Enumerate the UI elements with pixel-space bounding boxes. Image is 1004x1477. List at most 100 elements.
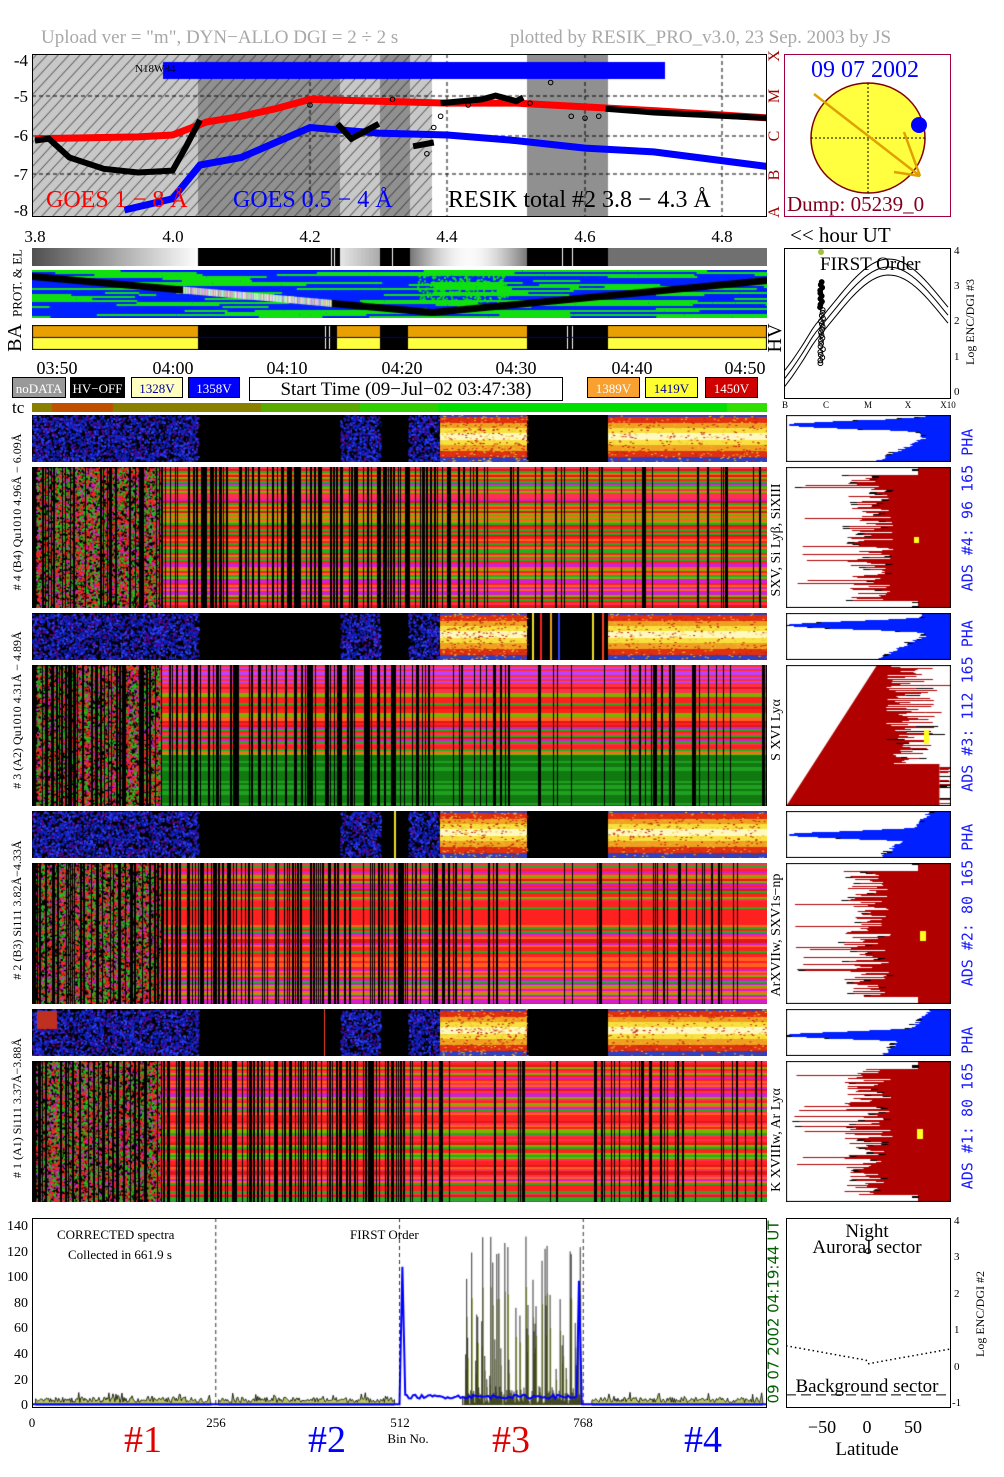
ads-label: ADS #2: 80 165 PHA [958, 823, 977, 987]
y-tick: -5 [13, 87, 28, 106]
resik-point [424, 150, 430, 157]
resik-curve-segment [605, 105, 767, 121]
resik-curve-segment [335, 121, 381, 143]
spectrum-order: FIRST Order [350, 1227, 419, 1242]
dump-label: Dump: 05239_0 [787, 192, 925, 216]
first-order-point [818, 337, 824, 344]
resik-curve-segment [440, 92, 525, 107]
first-order-point [818, 329, 824, 336]
hv-label: HV [764, 323, 786, 353]
legend-1450v: 1450V [705, 377, 758, 398]
resik-point [307, 102, 313, 108]
lat-y-tick: 3 [954, 1251, 960, 1263]
spec-x-label: Bin No. [387, 1431, 429, 1446]
current-position [865, 1248, 871, 1255]
spec-x-tick: 512 [390, 1415, 410, 1430]
heatmap-channel-1 [32, 1061, 767, 1202]
lat-y-tick: 4 [954, 1215, 960, 1227]
time-tick: 04:40 [611, 358, 653, 378]
legend-1389v: 1389V [587, 377, 640, 398]
region-label: N18W84 [135, 63, 176, 75]
heatmap-channel-4 [32, 467, 767, 608]
lat-y-tick: 1 [954, 1324, 960, 1336]
spectrum-timestamp: 09 07 2002 04:19:44 UT [764, 1220, 783, 1404]
spec-y-tick: 0 [21, 1398, 28, 1413]
sun-disk [810, 82, 927, 194]
channel-number-4: #4 [684, 1419, 722, 1461]
resik-curve-segment [412, 139, 435, 150]
resik-point [582, 115, 588, 121]
lat-x-tick: −50 [807, 1417, 837, 1437]
ads-label: ADS #4: 96 165 PHA [958, 428, 977, 592]
line-ids: SXV, Si Lyβ, SiXIII [769, 483, 784, 597]
latitude-frame [786, 1218, 951, 1408]
first-order-curve [784, 258, 949, 372]
time-tick: 04:50 [724, 358, 766, 378]
lat-x-tick: 0 [862, 1417, 872, 1437]
legend-goes-1-8: GOES 1 − 8 Å [46, 187, 188, 213]
y-tick: -4 [13, 51, 28, 70]
first-order-point [819, 307, 826, 313]
legend-1328v: 1328V [131, 377, 183, 398]
time-tick: 04:10 [266, 358, 308, 378]
pha-histogram-channel-4 [786, 415, 951, 462]
pha-histogram-channel-2 [786, 811, 951, 858]
resik-curve-segment [34, 118, 203, 176]
y-tick: -6 [13, 126, 28, 145]
line-ids: ArXVIIw, SXV1s−np [769, 873, 784, 997]
night-label: Night [845, 1221, 889, 1242]
x-tick: 4.4 [436, 227, 458, 246]
first-order-plot [784, 248, 951, 399]
upload-info: Upload ver = "m", DYN−ALLO DGI = 2 ÷ 2 s [41, 27, 399, 48]
first-order-marker [818, 249, 824, 255]
plotted-by: plotted by RESIK_PRO_v3.0, 23 Sep. 2003 … [510, 27, 892, 48]
spectrum-histogram-channel-2 [786, 863, 951, 1004]
resik-point [437, 113, 444, 120]
channel-label: # 4 (B4) Qu1010 4.96Å − 6.09Å [10, 433, 24, 591]
spec-x-tick: 256 [206, 1415, 226, 1430]
pha-strip-channel-4 [32, 415, 767, 462]
first-order-title: FIRST Order [820, 254, 921, 275]
latitude-plot [786, 1218, 951, 1408]
first-order-curve [784, 274, 949, 388]
resik-point [568, 113, 575, 120]
time-tick: 04:30 [495, 358, 537, 378]
resik-point [595, 113, 602, 120]
line-ids: K XVIIIw, Ar Lyα [769, 1088, 784, 1192]
fo-y-tick: 4 [954, 245, 960, 257]
pha-strip-channel-3 [32, 613, 767, 660]
pha-histogram-channel-1 [786, 1009, 951, 1056]
first-order-point [817, 357, 824, 364]
ba-hv-strip [32, 325, 767, 350]
spectrum-title: CORRECTED spectra [57, 1227, 175, 1242]
fo-x-tick: C [822, 400, 830, 410]
pha-strip-channel-1 [32, 1009, 767, 1056]
fo-y-tick: 2 [954, 315, 960, 327]
fo-y-tick: 1 [954, 351, 960, 363]
first-order-point [817, 360, 824, 367]
spectrum-histogram-channel-4 [786, 467, 951, 608]
fo-y-label: Log ENC/DGI #3 [963, 279, 977, 365]
line-ids: S XVI Lyα [769, 699, 784, 761]
legend-1419v: 1419V [645, 377, 698, 398]
time-tick: 03:50 [36, 358, 78, 378]
y-tick: -8 [13, 201, 28, 220]
proton-strip [32, 270, 767, 318]
fo-y-tick: 0 [954, 386, 960, 398]
prot-el-label: PROT. & EL [9, 248, 25, 318]
class-letter: B [766, 169, 783, 181]
first-order-point [819, 335, 826, 341]
x-tick: 4.2 [299, 227, 321, 246]
tc-strip [32, 403, 767, 412]
spec-y-tick: 40 [14, 1347, 28, 1362]
lat-y-tick: -1 [952, 1397, 962, 1409]
resik-point [430, 124, 437, 131]
y-tick: -7 [13, 165, 28, 184]
class-letter: M [766, 88, 783, 104]
first-order-curve [784, 266, 949, 380]
class-letter: C [766, 130, 783, 142]
spec-y-tick: 100 [7, 1270, 28, 1285]
resik-point [547, 79, 554, 86]
latitude-curve [786, 1345, 950, 1365]
lat-y-tick: 0 [954, 1361, 960, 1373]
